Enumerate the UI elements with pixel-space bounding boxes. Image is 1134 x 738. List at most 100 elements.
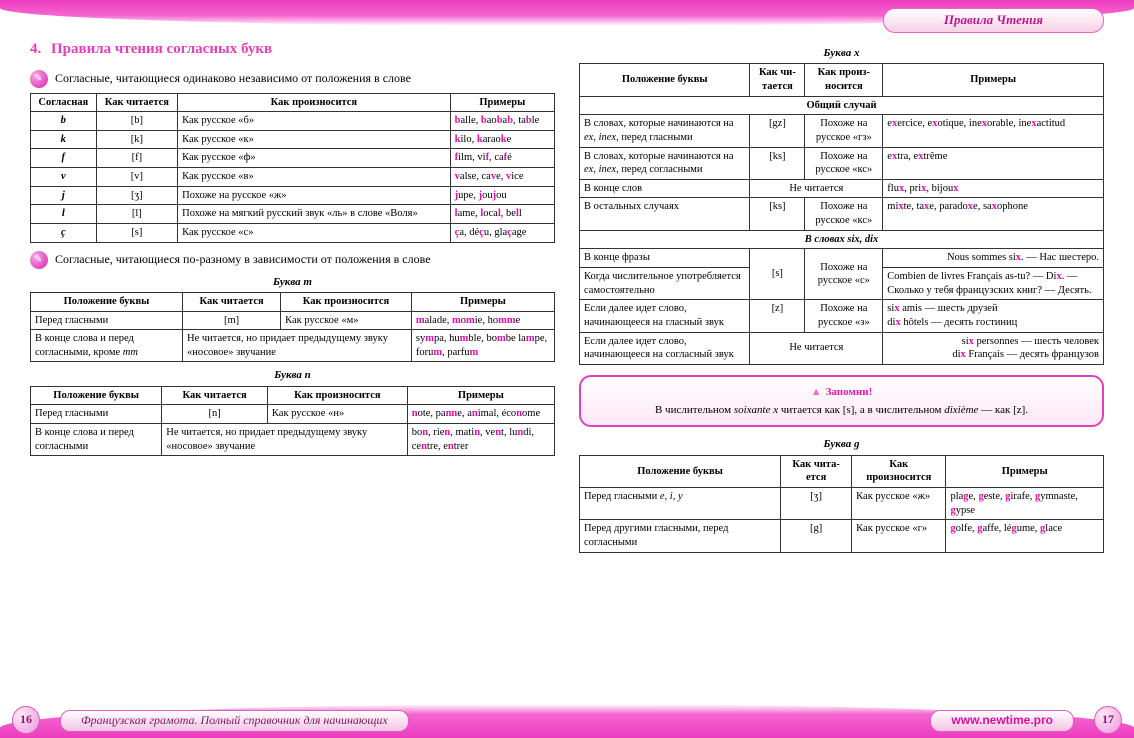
table-row: Если далее идет слово, начинающееся на с…	[580, 332, 1104, 364]
cell: [z]	[750, 300, 805, 332]
cell-pronounce: Как русское «с»	[178, 223, 451, 242]
table-consonants: Согласная Как чита­ется Как произносится…	[30, 93, 555, 243]
left-column: 4. Правила чтения согласных букв Согласн…	[30, 40, 555, 698]
cell: Если далее идет слово, начинающееся на г…	[580, 300, 750, 332]
cell-read: [v]	[96, 168, 178, 187]
cell: sympa, humble, bombe lampe, forum, parfu…	[411, 330, 554, 362]
cell: В остальных случаях	[580, 198, 750, 230]
table-row: В конце фразы[s]Похоже на русское «с»Nou…	[580, 249, 1104, 268]
cell: note, panne, animal, économe	[407, 405, 554, 424]
cell-consonant: ç	[31, 223, 97, 242]
cell: Похоже на русское «гз»	[805, 115, 883, 147]
table-row: Перед гласными e, i, y[ʒ]Как русское «ж»…	[580, 488, 1104, 520]
t1-h1: Согласная	[31, 93, 97, 112]
cell-examples: valse, cave, vice	[450, 168, 554, 187]
cell: [gz]	[750, 115, 805, 147]
cell: extra, extrême	[883, 147, 1104, 179]
cell: В конце слов	[580, 179, 750, 198]
tm-h1: Положение буквы	[31, 292, 183, 311]
cell: Как русское «г»	[852, 520, 946, 552]
page-number-left: 16	[12, 706, 40, 734]
tn-h2: Как читается	[162, 386, 268, 405]
table-row: b[b]Как русское «б»balle, baobab, table	[31, 112, 555, 131]
table-row: Перед гласными[m]Как русское «м»malade, …	[31, 311, 555, 330]
table-row: В конце слова и перед согласными, кроме …	[31, 330, 555, 362]
cell-pronounce: Как русское «б»	[178, 112, 451, 131]
cell-pronounce: Похоже на мягкий русский звук «ль» в сло…	[178, 205, 451, 224]
cell: six personnes — шесть человекdix Françai…	[883, 332, 1104, 364]
section-title: 4. Правила чтения согласных букв	[30, 40, 555, 60]
cell: exercice, exotique, inexorable, inexacti…	[883, 115, 1104, 147]
table-row: l[l]Похоже на мягкий русский звук «ль» в…	[31, 205, 555, 224]
section-number: 4.	[30, 40, 41, 60]
subheading-1: Согласные, читающиеся одинаково независи…	[30, 70, 555, 88]
tx-common-header: Общий случай	[580, 96, 1104, 115]
cell: Похоже на русское «кс»	[805, 198, 883, 230]
cell-consonant: v	[31, 168, 97, 187]
tg-h2: Как чита­ется	[781, 455, 852, 487]
table-row: В конце слова и перед согласнымиНе читае…	[31, 424, 555, 456]
cell-examples: balle, baobab, table	[450, 112, 554, 131]
cell: Combien de livres Français as-tu? — Dix.…	[883, 267, 1104, 299]
cell: bon, rien, matin, vent, lundi, centre, e…	[407, 424, 554, 456]
table-g-title: Буква g	[579, 437, 1104, 451]
cell: flux, prix, bijoux	[883, 179, 1104, 198]
cell-pronounce: Как русское «ф»	[178, 149, 451, 168]
cell: Не читается	[750, 179, 883, 198]
cell: Перед гласными	[31, 405, 162, 424]
tg-h3: Как произносится	[852, 455, 946, 487]
table-row: k[k]Как русское «к»kilo, karaoke	[31, 130, 555, 149]
subheading-2: Согласные, читающиеся по-разному в завис…	[30, 251, 555, 269]
cell-read: [ʒ]	[96, 186, 178, 205]
cell-consonant: l	[31, 205, 97, 224]
cell-read: [s]	[96, 223, 178, 242]
cell-pronounce: Как русское «к»	[178, 130, 451, 149]
cell: [s]	[750, 249, 805, 300]
cell: В конце фразы	[580, 249, 750, 268]
footer-book-title: Французская грамота. Полный справочник д…	[60, 710, 409, 732]
cell-consonant: f	[31, 149, 97, 168]
cell: [m]	[182, 311, 280, 330]
content-columns: 4. Правила чтения согласных букв Согласн…	[30, 40, 1104, 698]
table-row: v[v]Как русское «в»valse, cave, vice	[31, 168, 555, 187]
table-m-title: Буква m	[30, 275, 555, 289]
cell: Когда числительное употребляется самосто…	[580, 267, 750, 299]
cell: Как русское «н»	[267, 405, 407, 424]
cell-consonant: b	[31, 112, 97, 131]
cell-examples: ça, déçu, glaçage	[450, 223, 554, 242]
table-row: Перед другими гласными, перед согласными…	[580, 520, 1104, 552]
cell: Перед другими гласными, перед согласными	[580, 520, 781, 552]
table-row: ç[s]Как русское «с»ça, déçu, glaçage	[31, 223, 555, 242]
table-row: Перед гласными[n]Как русское «н»note, pa…	[31, 405, 555, 424]
tx-h4: Примеры	[883, 64, 1104, 96]
table-row: В словах, которые начинаются на ex, inex…	[580, 147, 1104, 179]
cell-read: [l]	[96, 205, 178, 224]
cell-consonant: j	[31, 186, 97, 205]
footer-url: www.newtime.pro	[930, 710, 1074, 732]
cell: [ks]	[750, 198, 805, 230]
cell: golfe, gaffe, légume, glace	[946, 520, 1104, 552]
t1-h4: Примеры	[450, 93, 554, 112]
pencil-icon	[30, 70, 48, 88]
cell: Не читается, но придает предыду­щему зву…	[162, 424, 407, 456]
cell: [ks]	[750, 147, 805, 179]
tm-h4: Примеры	[411, 292, 554, 311]
tx-sixdix-header: В словах six, dix	[580, 230, 1104, 249]
cell: six amis — шесть друзейdix hôtels — деся…	[883, 300, 1104, 332]
cell: [g]	[781, 520, 852, 552]
cell-read: [k]	[96, 130, 178, 149]
table-n: Положение буквы Как читается Как произно…	[30, 386, 555, 457]
table-row: В конце словНе читаетсяflux, prix, bijou…	[580, 179, 1104, 198]
cell: Не читается	[750, 332, 883, 364]
table-n-title: Буква n	[30, 368, 555, 382]
cell: Если далее идет слово, начинающееся на с…	[580, 332, 750, 364]
tm-h2: Как читается	[182, 292, 280, 311]
cell-pronounce: Похоже на русское «ж»	[178, 186, 451, 205]
t1-h2: Как чита­ется	[96, 93, 178, 112]
cell: mixte, taxe, paradoxe, saxophone	[883, 198, 1104, 230]
table-row: j[ʒ]Похоже на русское «ж»jupe, joujou	[31, 186, 555, 205]
table-row: Если далее идет слово, начинающееся на г…	[580, 300, 1104, 332]
tx-h1: Положение буквы	[580, 64, 750, 96]
subheading-2-text: Согласные, читающиеся по-разному в завис…	[55, 251, 431, 265]
remember-box: Запомни! В числительном soixante x читае…	[579, 375, 1104, 428]
